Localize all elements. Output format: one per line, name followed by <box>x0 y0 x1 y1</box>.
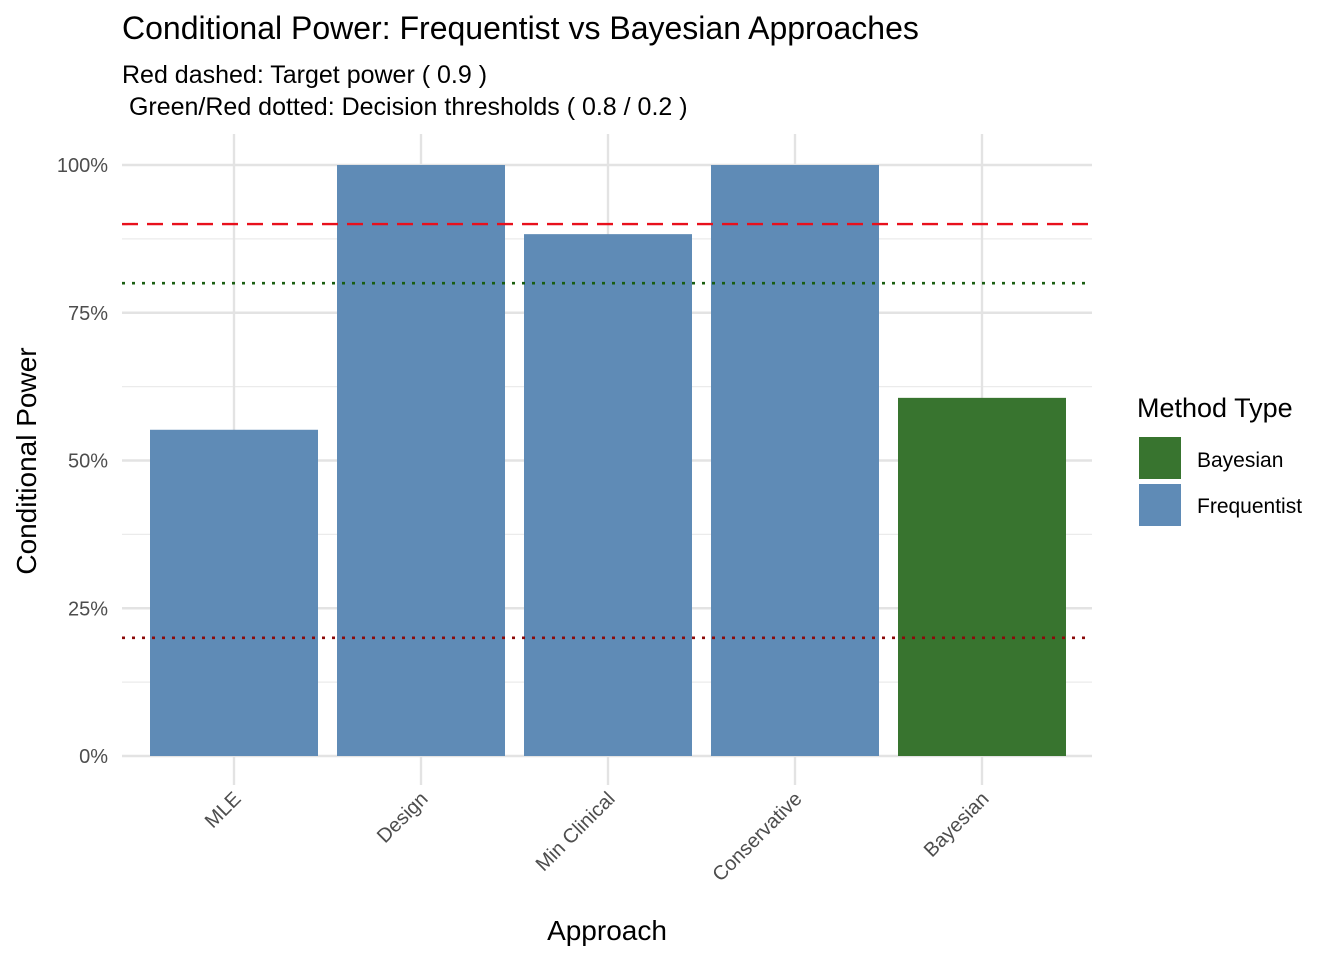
bars <box>150 165 1066 757</box>
x-axis: MLE Design Min Clinical Conservative Bayesia… <box>201 788 994 886</box>
chart-subtitle-line-1: Red dashed: Target power ( 0.9 ) <box>122 61 487 89</box>
bar-bayesian <box>898 397 1066 756</box>
bar-mle <box>150 429 318 756</box>
y-tick-label: 75% <box>68 303 108 325</box>
bar-conservative <box>711 165 879 756</box>
reference-lines <box>122 222 1092 640</box>
y-tick-label: 25% <box>68 598 108 620</box>
x-tick-label: Design <box>373 788 433 848</box>
x-tick-label: Min Clinical <box>532 788 620 876</box>
x-tick-label: Conservative <box>708 788 806 886</box>
y-axis: 0% 25% 50% 75% 100% <box>57 155 108 768</box>
x-tick-label: MLE <box>201 788 246 833</box>
y-axis-title: Conditional Power <box>11 347 42 574</box>
legend-label-bayesian: Bayesian <box>1197 449 1283 472</box>
x-axis-title: Approach <box>547 915 667 946</box>
legend-swatch-bayesian <box>1139 437 1181 479</box>
legend-label-frequentist: Frequentist <box>1197 495 1302 518</box>
x-tick-label: Bayesian <box>920 788 994 862</box>
y-tick-label: 0% <box>79 746 108 768</box>
bar-min-clinical <box>524 234 692 757</box>
chart-subtitle-line-2: Green/Red dotted: Decision thresholds ( … <box>122 93 688 121</box>
legend: Method Type Bayesian Frequentist <box>1137 393 1302 526</box>
chart-title: Conditional Power: Frequentist vs Bayesi… <box>122 10 919 46</box>
legend-swatch-frequentist <box>1139 484 1181 526</box>
legend-title: Method Type <box>1137 393 1293 423</box>
y-tick-label: 100% <box>57 155 108 177</box>
y-tick-label: 50% <box>68 451 108 473</box>
bar-design <box>337 165 505 756</box>
